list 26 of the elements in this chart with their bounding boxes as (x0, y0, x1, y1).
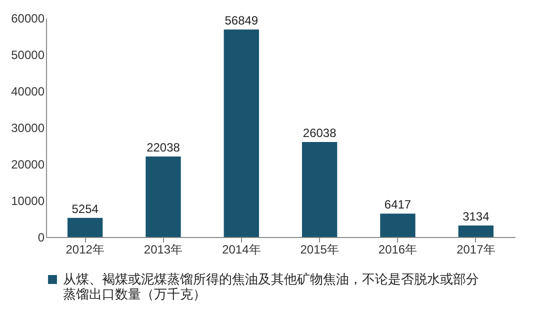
y-tick-label: 10000 (11, 194, 45, 208)
bar (458, 226, 494, 237)
data-label: 3134 (462, 210, 490, 224)
data-label: 6417 (384, 198, 412, 212)
bar (67, 218, 103, 237)
data-label: 22038 (146, 140, 180, 155)
x-tick-label: 2016年 (378, 242, 418, 256)
y-tick-label: 30000 (11, 121, 45, 135)
x-tick-label: 2017年 (456, 242, 496, 256)
y-tick-label: 60000 (11, 12, 45, 26)
data-label: 26038 (302, 126, 337, 140)
y-tick-label: 0 (38, 230, 45, 244)
data-label: 56849 (224, 14, 258, 28)
x-tick-label: 2014年 (222, 242, 261, 256)
y-tick-label: 20000 (11, 158, 45, 172)
bar (224, 30, 260, 237)
bar (146, 156, 181, 237)
bar (380, 214, 416, 237)
bar (302, 142, 338, 237)
y-tick-label: 50000 (11, 48, 45, 62)
x-tick-label: 2015年 (300, 242, 339, 256)
legend-label: 从煤、褐煤或泥煤蒸馏所得的焦油及其他矿物焦油，不论是否脱水或部分蒸馏出口数量（万千克） (63, 272, 479, 302)
x-tick-label: 2013年 (144, 242, 183, 256)
x-tick-label: 2012年 (66, 242, 104, 256)
y-tick-label: 40000 (11, 84, 45, 98)
data-label: 5254 (72, 202, 99, 216)
